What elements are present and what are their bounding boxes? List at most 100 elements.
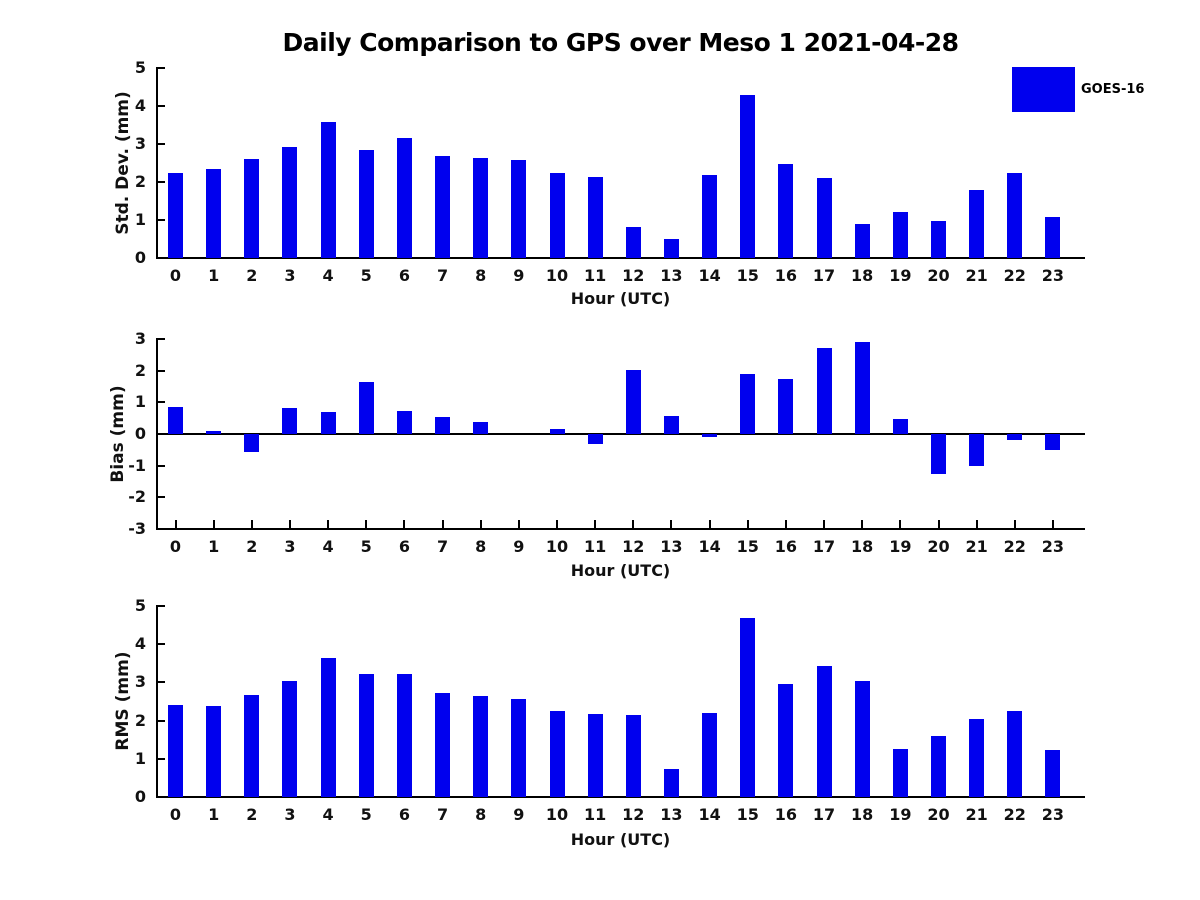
x-tick-label: 8 bbox=[475, 266, 487, 285]
x-tick bbox=[288, 520, 291, 529]
x-tick-label: 21 bbox=[965, 266, 988, 285]
bar-hour-22 bbox=[1007, 711, 1023, 797]
y-tick bbox=[156, 464, 165, 467]
bar-hour-7 bbox=[435, 693, 451, 797]
y-tick-label: 2 bbox=[134, 360, 146, 380]
x-tick-label: 23 bbox=[1041, 266, 1065, 285]
x-tick-label: 0 bbox=[169, 537, 182, 556]
bar-hour-17 bbox=[816, 178, 832, 258]
bar-hour-0 bbox=[168, 407, 183, 434]
bar-hour-11 bbox=[587, 177, 603, 258]
bar-hour-14 bbox=[702, 175, 718, 258]
x-tick bbox=[365, 520, 368, 529]
x-tick-label: 1 bbox=[208, 537, 220, 556]
x-tick-label: 10 bbox=[545, 537, 569, 556]
x-tick-label: 1 bbox=[208, 266, 220, 285]
y-tick-label: 3 bbox=[134, 672, 146, 692]
y-tick-label: 4 bbox=[134, 634, 146, 654]
subplot-rms: 0 1 2 3 4 5 0 1 2 3 4 5 6 7 8 9 10 11 12 13 14 15 16 17 18 19 20 21… bbox=[135, 596, 1085, 824]
x-tick-label: 16 bbox=[774, 537, 798, 556]
x-tick bbox=[861, 520, 864, 529]
x-tick-label: 15 bbox=[736, 537, 759, 556]
bar-hour-0 bbox=[168, 705, 183, 797]
bar-hour-15 bbox=[740, 373, 756, 434]
y-tick-label: 4 bbox=[134, 96, 146, 115]
bar-hour-17 bbox=[816, 666, 832, 797]
bar-hour-14 bbox=[702, 712, 718, 797]
chart-title: Daily Comparison to GPS over Meso 1 2021… bbox=[282, 28, 960, 57]
x-tick bbox=[708, 520, 711, 529]
y-tick bbox=[156, 338, 165, 340]
subplot-bias: 3 2 1 0 -1 -2 -3 0 1 2 3 4 5 6 7 8 9 10 11 12 13 14 15 16 17 18 19… bbox=[128, 329, 1085, 556]
x-tick-label: 21 bbox=[965, 537, 988, 556]
x-tick-label: 20 bbox=[927, 537, 950, 556]
bar-hour-2 bbox=[244, 695, 260, 797]
y-tick-label: 3 bbox=[134, 329, 146, 348]
x-tick bbox=[632, 520, 635, 529]
subplot-std-dev: 0 1 2 3 4 5 0 1 2 3 4 5 6 7 8 9 10 11 12 13 14 15 16 17 18 19 20 21… bbox=[135, 58, 1085, 285]
x-tick bbox=[937, 520, 940, 529]
x-axis-label-bias: Hour (UTC) bbox=[570, 561, 671, 580]
bar-hour-18 bbox=[854, 681, 870, 797]
legend-label-goes16: GOES-16 bbox=[1081, 82, 1145, 97]
bar-hour-18 bbox=[854, 342, 870, 434]
x-tick-label: 22 bbox=[1003, 266, 1026, 285]
bar-hour-7 bbox=[435, 416, 451, 434]
bar-hour-21 bbox=[969, 434, 985, 466]
bar-hour-22 bbox=[1007, 434, 1023, 441]
bar-hour-20 bbox=[931, 221, 946, 258]
x-tick-label: 18 bbox=[851, 266, 874, 285]
y-axis-label-std-dev: Std. Dev. (mm) bbox=[113, 91, 133, 235]
bar-hour-7 bbox=[435, 156, 451, 258]
bar-hour-15 bbox=[740, 618, 756, 797]
bar-hour-9 bbox=[511, 159, 527, 258]
bottom-spine bbox=[156, 796, 1085, 798]
y-tick-label: 5 bbox=[134, 596, 146, 615]
y-axis-label-bias: Bias (mm) bbox=[108, 385, 128, 483]
y-tick bbox=[156, 757, 165, 760]
x-tick-label: 18 bbox=[851, 537, 874, 556]
bar-hour-19 bbox=[892, 749, 908, 797]
y-tick bbox=[156, 67, 165, 69]
y-axis-label-rms: RMS (mm) bbox=[113, 651, 133, 751]
y-tick bbox=[156, 143, 165, 145]
x-tick-label: 4 bbox=[322, 266, 334, 285]
x-tick-label: 0 bbox=[169, 266, 182, 285]
bar-hour-17 bbox=[816, 347, 832, 434]
left-spine bbox=[156, 606, 158, 798]
x-tick bbox=[327, 520, 330, 529]
x-tick-label: 9 bbox=[513, 266, 525, 285]
x-tick-label: 17 bbox=[812, 805, 836, 824]
legend-swatch-goes16 bbox=[1012, 67, 1075, 112]
bar-hour-1 bbox=[206, 706, 222, 797]
x-tick-label: 17 bbox=[812, 266, 836, 285]
x-tick-label: 10 bbox=[545, 805, 569, 824]
y-tick-label: 2 bbox=[134, 710, 146, 730]
x-tick-label: 12 bbox=[622, 537, 645, 556]
bar-hour-14 bbox=[702, 434, 718, 438]
bar-hour-2 bbox=[244, 434, 260, 453]
bar-hour-3 bbox=[282, 147, 298, 258]
x-tick bbox=[594, 520, 597, 529]
x-tick-label: 4 bbox=[322, 805, 334, 824]
bar-hour-5 bbox=[358, 150, 374, 258]
y-tick bbox=[156, 433, 165, 435]
x-tick bbox=[746, 520, 749, 529]
x-tick-label: 13 bbox=[660, 266, 683, 285]
y-tick-label: 1 bbox=[134, 392, 146, 412]
x-tick-label: 6 bbox=[398, 266, 410, 285]
x-tick-label: 14 bbox=[698, 537, 721, 556]
y-tick bbox=[156, 257, 165, 259]
left-spine bbox=[156, 68, 158, 259]
y-tick-label: -2 bbox=[128, 487, 146, 507]
bar-hour-9 bbox=[511, 698, 527, 797]
x-tick-label: 7 bbox=[436, 266, 449, 285]
bar-hour-2 bbox=[244, 159, 260, 258]
x-tick-label: 5 bbox=[360, 537, 372, 556]
x-tick-label: 12 bbox=[622, 805, 645, 824]
x-tick-label: 11 bbox=[584, 266, 607, 285]
x-tick-label: 1 bbox=[208, 805, 220, 824]
x-tick-label: 5 bbox=[360, 266, 372, 285]
x-tick bbox=[403, 520, 406, 529]
